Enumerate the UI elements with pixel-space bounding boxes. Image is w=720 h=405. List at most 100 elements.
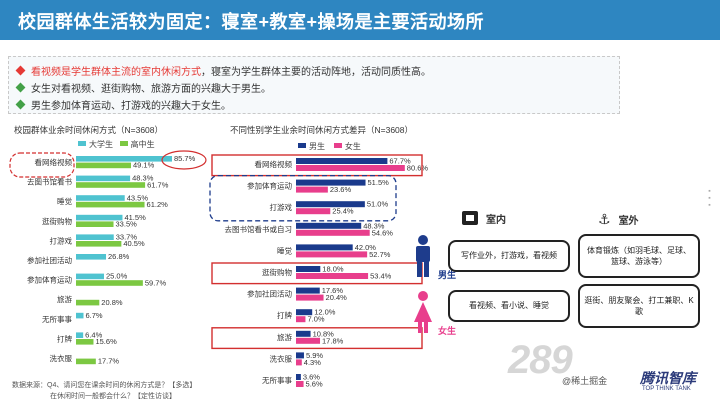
data-label: 6.7% [86, 311, 103, 320]
diamond-bullet-icon [15, 99, 26, 110]
category-label: 看网络视频 [35, 157, 73, 167]
category-label: 参加社团活动 [247, 289, 292, 299]
bar [296, 251, 368, 258]
category-label: 无所事事 [42, 314, 72, 324]
bar [296, 244, 353, 251]
data-label: 51.5% [368, 178, 390, 187]
data-label: 48.3% [132, 174, 154, 183]
legend-label-highschool: 高中生 [130, 140, 155, 149]
page-title: 校园群体生活较为固定：寝室+教室+操场是主要活动场所 [18, 12, 485, 32]
data-label: 53.4% [370, 272, 392, 281]
indoor-label: 室内 [486, 215, 506, 226]
category-label: 打牌 [277, 310, 292, 320]
bar [296, 374, 301, 380]
male-outdoor-box: 体育锻炼（如羽毛球、足球、篮球、游泳等） [578, 234, 700, 278]
bar [296, 309, 313, 316]
house-icon [462, 211, 478, 225]
highlight-ellipse-left [161, 150, 207, 170]
data-label: 80.6% [407, 164, 429, 173]
data-label: 5.9% [306, 351, 323, 360]
category-label: 打游戏 [270, 202, 293, 212]
watermark-brand: 腾讯智库 [640, 370, 696, 386]
data-label: 4.3% [304, 358, 321, 367]
data-label: 3.6% [303, 373, 320, 382]
bar [296, 186, 328, 193]
source-note-1: 数据来源：Q4、请问您在课余时间的休闲方式是？【多选】 [12, 382, 197, 389]
legend-label-female: 女生 [344, 142, 361, 151]
category-label: 逛街购物 [42, 216, 72, 226]
category-label: 参加体育运动 [247, 181, 292, 191]
left-bar-chart: 看网络视频 85.7% 49.1% 去图书馆看书 48.3%61.7% 睡觉 43.5%61… [9, 150, 207, 366]
finding-3-text: 男生参加体育运动、打游戏的兴趣大于女生。 [31, 101, 231, 112]
data-label: 54.6% [372, 228, 394, 237]
indoor-header: 室内 [462, 211, 506, 226]
category-label: 打游戏 [50, 235, 73, 245]
diamond-bullet-icon [15, 82, 26, 93]
data-label: 18.0% [322, 265, 344, 274]
finding-1: 看视频是学生群体主流的室内休闲方式，寝室为学生群体主要的活动阵地，活动同质性高。 [15, 63, 431, 78]
data-label: 42.0% [355, 243, 377, 252]
watermark-site: 289 [508, 338, 573, 382]
legend-label-college: 大学生 [89, 140, 113, 149]
bar [296, 337, 321, 344]
key-findings-box: 看视频是学生群体主流的室内休闲方式，寝室为学生群体主要的活动阵地，活动同质性高。… [8, 56, 620, 114]
data-label: 17.7% [98, 357, 120, 366]
category-label: 无所事事 [262, 375, 292, 385]
category-label: 参加体育运动 [27, 275, 72, 285]
data-label: 12.0% [314, 308, 336, 317]
category-label: 睡觉 [57, 196, 72, 206]
category-label: 逛街购物 [262, 267, 292, 277]
finding-2: 女生对看视频、逛街购物、旅游方面的兴趣大于男生。 [15, 80, 271, 95]
left-chart-title: 校园群体业余时间休闲方式（N=3608） [14, 125, 164, 135]
data-label: 20.4% [326, 293, 348, 302]
data-label: 10.8% [313, 329, 335, 338]
category-label: 旅游 [277, 332, 292, 342]
data-label: 23.6% [330, 185, 352, 194]
bar [296, 179, 366, 186]
highlight-box-blue-dashed [209, 174, 397, 222]
bar [296, 287, 320, 294]
data-label: 7.0% [307, 315, 324, 324]
anchor-icon: ⚓ [598, 211, 611, 227]
bar [76, 175, 131, 182]
data-label: 40.5% [123, 239, 145, 248]
outdoor-label: 室外 [618, 216, 639, 227]
data-label: 25.4% [332, 207, 354, 216]
watermark-brand-sub: TOP THINK TANK [642, 386, 691, 392]
data-label: 5.6% [306, 380, 323, 389]
male-figure-icon [416, 235, 430, 277]
data-label: 52.7% [369, 250, 391, 259]
side-watermark: ▪▪▪ [706, 188, 713, 209]
category-label: 参加社团活动 [27, 255, 72, 265]
bar [76, 280, 143, 286]
category-label: 打牌 [57, 333, 72, 343]
category-label: 看网络视频 [255, 159, 293, 169]
bar [76, 254, 107, 260]
female-label: 女生 [438, 326, 457, 336]
left-legend: 大学生 高中生 [78, 139, 155, 150]
right-chart-title: 不同性别学生业余时间休闲方式差异（N=3608） [230, 125, 414, 135]
category-label: 睡觉 [277, 245, 292, 255]
bar [296, 273, 369, 279]
bar [76, 312, 84, 319]
bar [296, 359, 302, 366]
finding-3: 男生参加体育运动、打游戏的兴趣大于女生。 [15, 97, 231, 112]
bar [296, 316, 306, 323]
legend-swatch [78, 141, 86, 146]
male-indoor-box: 写作业外，打游戏，看视频 [448, 240, 570, 272]
legend-swatch [298, 143, 306, 148]
title-bar: 校园群体生活较为固定：寝室+教室+操场是主要活动场所 [0, 0, 720, 40]
bar [296, 165, 405, 171]
finding-1-text: ，寝室为学生群体主要的活动阵地，活动同质性高。 [201, 67, 431, 78]
bar [296, 201, 365, 208]
data-label: 67.7% [389, 157, 411, 166]
right-bar-chart: 看网络视频 67.7%80.6% 参加体育运动 51.5% 23.6% 打游戏 51.0% 2… [209, 154, 429, 389]
right-legend: 男生 女生 [298, 141, 361, 152]
data-label: 49.1% [133, 161, 155, 170]
bar [76, 273, 104, 280]
bar [76, 234, 114, 240]
data-label: 26.8% [108, 252, 130, 261]
bar [76, 214, 123, 221]
category-label: 去图书馆看书或自习 [225, 224, 293, 234]
data-label: 61.2% [147, 200, 169, 209]
